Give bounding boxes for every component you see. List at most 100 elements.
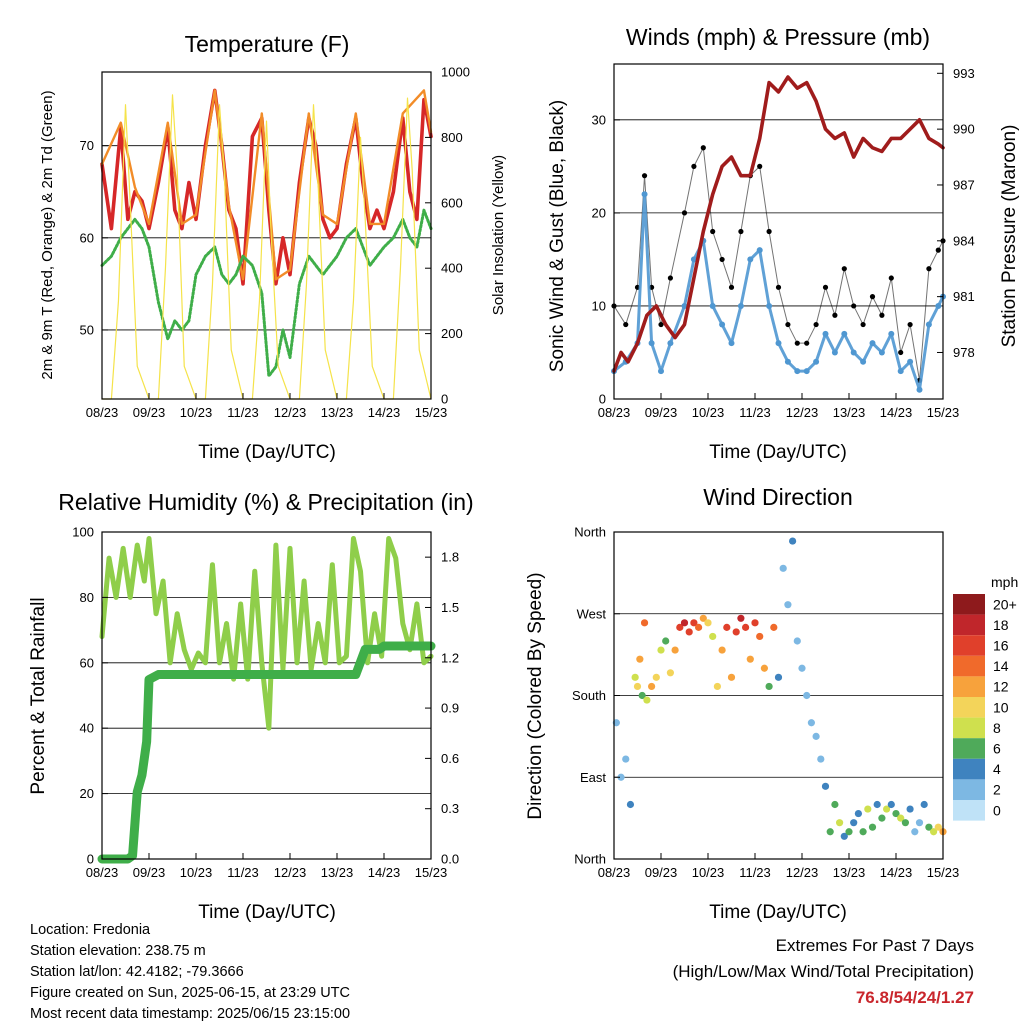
direction-point	[765, 682, 773, 691]
y2-tick-label: 984	[953, 233, 975, 248]
rh-line	[99, 536, 434, 731]
humidity-title: Relative Humidity (%) & Precipitation (i…	[58, 489, 473, 515]
sonic-wind-point	[775, 340, 782, 347]
colorbar-swatch	[953, 594, 985, 615]
y-tick-label: 20	[80, 786, 94, 801]
x-tick-label: 09/23	[133, 405, 166, 420]
y-tick-label: South	[572, 688, 606, 703]
temp-9m-line	[100, 89, 433, 281]
direction-point	[746, 655, 754, 663]
colorbar: 20+ 18 16 14 12 10 8 6 4 2 0	[953, 594, 1017, 821]
direction-point	[793, 637, 801, 645]
sonic-wind-point	[641, 191, 648, 198]
colorbar-swatch	[953, 738, 985, 759]
direction-point	[666, 669, 675, 677]
direction-point	[718, 646, 726, 654]
gust-point	[888, 275, 894, 281]
gust-point	[681, 210, 688, 216]
temperature-title: Temperature (F)	[185, 31, 350, 57]
x-tick-label: 12/23	[274, 405, 307, 420]
colorbar-swatch	[953, 697, 985, 718]
humidity-xlabel: Time (Day/UTC)	[198, 902, 336, 923]
direction-point	[821, 782, 830, 790]
temperature-xlabel: Time (Day/UTC)	[198, 442, 336, 463]
sonic-wind-point	[648, 340, 655, 347]
gust-point	[879, 312, 885, 318]
x-tick-label: 15/23	[927, 865, 960, 880]
direction-point	[897, 814, 905, 822]
colorbar-label: 14	[993, 658, 1009, 674]
direction-point	[911, 828, 919, 836]
direction-point	[817, 755, 825, 763]
gust-point	[898, 349, 904, 356]
direction-point	[774, 673, 783, 681]
x-tick-label: 15/23	[927, 405, 960, 420]
direction-point	[704, 619, 712, 627]
direction-point	[784, 601, 792, 609]
x-tick-label: 08/23	[86, 865, 119, 880]
y2-tick-label: 400	[441, 261, 463, 276]
sonic-wind-point	[822, 330, 829, 337]
gust-point	[794, 340, 800, 346]
y-tick-label: 10	[592, 298, 606, 313]
x-tick-label: 11/23	[227, 405, 259, 420]
direction-point	[831, 800, 839, 809]
humidity-ylabel-left: Percent & Total Rainfall	[28, 597, 49, 794]
x-tick-label: 14/23	[368, 865, 401, 880]
x-tick-label: 13/23	[321, 405, 354, 420]
x-tick-label: 11/23	[227, 865, 259, 880]
y-tick-label: North	[574, 525, 606, 540]
colorbar-swatch	[953, 676, 985, 697]
y-tick-label: 0	[87, 852, 94, 867]
gust-point	[757, 163, 763, 169]
direction-point	[676, 623, 684, 631]
colorbar-swatch	[953, 635, 985, 656]
gust-point	[785, 321, 791, 328]
direction-point	[648, 682, 656, 691]
x-tick-label: 13/23	[833, 865, 866, 880]
gust-point	[667, 275, 674, 281]
sonic-wind-point	[850, 349, 857, 356]
extremes-title: Extremes For Past 7 Days	[775, 936, 974, 955]
direction-point	[873, 800, 881, 809]
y2-tick-label: 0	[441, 392, 448, 407]
x-tick-label: 14/23	[368, 405, 401, 420]
direction-point	[756, 632, 764, 641]
humidity-ticks: 0 20 40 60 80 100 0.0 0.3 0.6 0.9 1.2 1.5 1.8 08/23 09…	[72, 525, 459, 881]
direction-point	[915, 819, 924, 827]
y2-tick-label: 0.3	[441, 801, 459, 816]
gust-point	[700, 145, 706, 151]
direction-point	[798, 664, 806, 672]
y2-tick-label: 1.5	[441, 600, 459, 615]
y-tick-label: 50	[80, 322, 94, 337]
colorbar-label: 18	[993, 617, 1009, 633]
colorbar-label: 0	[993, 802, 1001, 818]
gust-point	[691, 163, 697, 169]
y-tick-label: 100	[72, 525, 94, 540]
colorbar-swatch	[953, 800, 985, 821]
gust-point	[658, 321, 664, 328]
x-tick-label: 08/23	[598, 865, 631, 880]
sonic-wind-point	[831, 349, 838, 356]
direction-point	[868, 823, 877, 831]
direction-point	[685, 628, 693, 636]
direction-point	[662, 637, 670, 645]
direction-point	[807, 719, 816, 727]
gust-point	[832, 312, 838, 318]
gust-point	[641, 173, 648, 179]
y-tick-label: 40	[80, 721, 94, 736]
direction-point	[840, 832, 848, 840]
sonic-wind-point	[719, 321, 726, 328]
extremes-subtitle: (High/Low/Max Wind/Total Precipitation)	[672, 962, 974, 981]
direction-point	[699, 614, 707, 622]
temperature-plot-frame	[101, 71, 432, 400]
direction-point	[727, 673, 736, 681]
direction-point	[920, 800, 928, 809]
temperature-panel: Temperature (F) Time (Day/UTC) 2m & 9m T…	[39, 31, 507, 463]
y-tick-label: North	[574, 852, 606, 867]
dewpoint-line	[100, 208, 433, 378]
sonic-wind-point	[766, 302, 773, 309]
temperature-ticks: 50 60 70 0 200 400 600 800 1000 08/23 09/23 10/23 11…	[80, 65, 470, 421]
y2-tick-label: 0.0	[441, 852, 459, 867]
gust-point	[860, 321, 866, 328]
